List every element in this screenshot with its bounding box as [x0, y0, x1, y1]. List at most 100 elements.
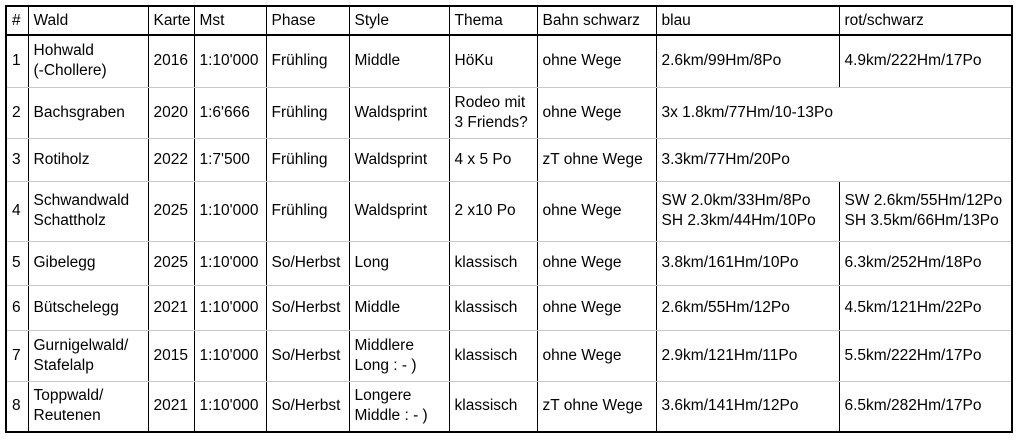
cell-bahn-schwarz: zT ohne Wege [536, 137, 657, 182]
cell-rot-schwarz: 4.9km/222Hm/17Po [838, 34, 1013, 88]
cell-mst: 1:10'000 [193, 240, 267, 286]
table-row: 5 Gibelegg 2025 1:10'000 So/Herbst Long … [5, 240, 1013, 286]
cell-karte: 2025 [147, 240, 195, 286]
cell-blau: SW 2.0km/33Hm/8Po SH 2.3km/44Hm/10Po [655, 180, 840, 242]
cell-thema: 2 x10 Po [448, 180, 538, 242]
table-row: 1 Hohwald (-Chollere) 2016 1:10'000 Früh… [5, 34, 1013, 88]
cell-mst: 1:7'500 [193, 137, 267, 182]
cell-karte: 2015 [147, 329, 195, 382]
cell-rot-schwarz: 4.5km/121Hm/22Po [838, 284, 1013, 331]
cell-karte: 2022 [147, 137, 195, 182]
cell-bahn-schwarz: ohne Wege [536, 240, 657, 286]
column-header-bahn-schwarz: Bahn schwarz [536, 5, 657, 36]
cell-thema: klassisch [448, 284, 538, 331]
table-row: 3 Rotiholz 2022 1:7'500 Frühling Waldspr… [5, 137, 1013, 182]
cell-wald: Bachsgraben [27, 86, 149, 139]
cell-style: Waldsprint [348, 86, 450, 139]
cell-blau: 2.6km/99Hm/8Po [655, 34, 840, 88]
table-row: 7 Gurnigelwald/ Stafelalp 2015 1:10'000 … [5, 329, 1013, 382]
cell-bahn-schwarz: ohne Wege [536, 180, 657, 242]
cell-blau-rot-merged: 3.3km/77Hm/20Po [655, 137, 1013, 182]
cell-wald: Rotiholz [27, 137, 149, 182]
cell-blau: 3.8km/161Hm/10Po [655, 240, 840, 286]
cell-style: Middle [348, 284, 450, 331]
cell-blau: 3.6km/141Hm/12Po [655, 380, 840, 433]
column-header-wald: Wald [27, 5, 149, 36]
column-header-phase: Phase [265, 5, 350, 36]
column-header-thema: Thema [448, 5, 538, 36]
cell-mst: 1:6'666 [193, 86, 267, 139]
cell-phase: Frühling [265, 180, 350, 242]
cell-rot-schwarz: 5.5km/222Hm/17Po [838, 329, 1013, 382]
cell-num: 3 [5, 137, 29, 182]
course-table: # Wald Karte Mst Phase Style Thema Bahn … [5, 5, 1013, 433]
table-header: # Wald Karte Mst Phase Style Thema Bahn … [5, 5, 1013, 36]
cell-karte: 2021 [147, 380, 195, 433]
cell-rot-schwarz: 6.3km/252Hm/18Po [838, 240, 1013, 286]
cell-thema: 4 x 5 Po [448, 137, 538, 182]
cell-blau: 2.6km/55Hm/12Po [655, 284, 840, 331]
cell-phase: Frühling [265, 34, 350, 88]
cell-mst: 1:10'000 [193, 180, 267, 242]
cell-num: 2 [5, 86, 29, 139]
column-header-num: # [5, 5, 29, 36]
table-row: 8 Toppwald/ Reutenen 2021 1:10'000 So/He… [5, 380, 1013, 433]
cell-wald: Gibelegg [27, 240, 149, 286]
cell-wald: Hohwald (-Chollere) [27, 34, 149, 88]
course-table-container: # Wald Karte Mst Phase Style Thema Bahn … [5, 5, 1013, 433]
cell-thema: klassisch [448, 380, 538, 433]
cell-phase: So/Herbst [265, 240, 350, 286]
cell-wald: Schwandwald Schattholz [27, 180, 149, 242]
cell-style: Longere Middle : - ) [348, 380, 450, 433]
cell-blau: 2.9km/121Hm/11Po [655, 329, 840, 382]
cell-thema: HöKu [448, 34, 538, 88]
column-header-rot-schwarz: rot/schwarz [838, 5, 1013, 36]
table-row: 2 Bachsgraben 2020 1:6'666 Frühling Wald… [5, 86, 1013, 139]
table-row: 4 Schwandwald Schattholz 2025 1:10'000 F… [5, 180, 1013, 242]
cell-phase: So/Herbst [265, 284, 350, 331]
cell-thema: klassisch [448, 240, 538, 286]
cell-style: Waldsprint [348, 137, 450, 182]
cell-thema: Rodeo mit 3 Friends? [448, 86, 538, 139]
cell-karte: 2016 [147, 34, 195, 88]
column-header-blau: blau [655, 5, 840, 36]
cell-rot-schwarz: 6.5km/282Hm/17Po [838, 380, 1013, 433]
cell-karte: 2020 [147, 86, 195, 139]
cell-thema: klassisch [448, 329, 538, 382]
cell-num: 6 [5, 284, 29, 331]
column-header-mst: Mst [193, 5, 267, 36]
cell-rot-schwarz: SW 2.6km/55Hm/12Po SH 3.5km/66Hm/13Po [838, 180, 1013, 242]
cell-blau-rot-merged: 3x 1.8km/77Hm/10-13Po [655, 86, 1013, 139]
cell-num: 8 [5, 380, 29, 433]
column-header-karte: Karte [147, 5, 195, 36]
cell-style: Waldsprint [348, 180, 450, 242]
cell-bahn-schwarz: ohne Wege [536, 34, 657, 88]
cell-bahn-schwarz: zT ohne Wege [536, 380, 657, 433]
column-header-style: Style [348, 5, 450, 36]
cell-num: 4 [5, 180, 29, 242]
cell-karte: 2021 [147, 284, 195, 331]
table-body: 1 Hohwald (-Chollere) 2016 1:10'000 Früh… [5, 34, 1013, 433]
cell-phase: So/Herbst [265, 380, 350, 433]
cell-mst: 1:10'000 [193, 380, 267, 433]
table-row: 6 Bütschelegg 2021 1:10'000 So/Herbst Mi… [5, 284, 1013, 331]
cell-num: 7 [5, 329, 29, 382]
cell-karte: 2025 [147, 180, 195, 242]
cell-bahn-schwarz: ohne Wege [536, 284, 657, 331]
header-row: # Wald Karte Mst Phase Style Thema Bahn … [5, 5, 1013, 36]
cell-phase: Frühling [265, 86, 350, 139]
cell-style: Middlere Long : - ) [348, 329, 450, 382]
cell-wald: Bütschelegg [27, 284, 149, 331]
cell-style: Long [348, 240, 450, 286]
cell-bahn-schwarz: ohne Wege [536, 86, 657, 139]
cell-wald: Toppwald/ Reutenen [27, 380, 149, 433]
cell-wald: Gurnigelwald/ Stafelalp [27, 329, 149, 382]
cell-phase: So/Herbst [265, 329, 350, 382]
cell-bahn-schwarz: ohne Wege [536, 329, 657, 382]
cell-num: 1 [5, 34, 29, 88]
cell-style: Middle [348, 34, 450, 88]
cell-mst: 1:10'000 [193, 34, 267, 88]
cell-phase: Frühling [265, 137, 350, 182]
cell-num: 5 [5, 240, 29, 286]
cell-mst: 1:10'000 [193, 284, 267, 331]
